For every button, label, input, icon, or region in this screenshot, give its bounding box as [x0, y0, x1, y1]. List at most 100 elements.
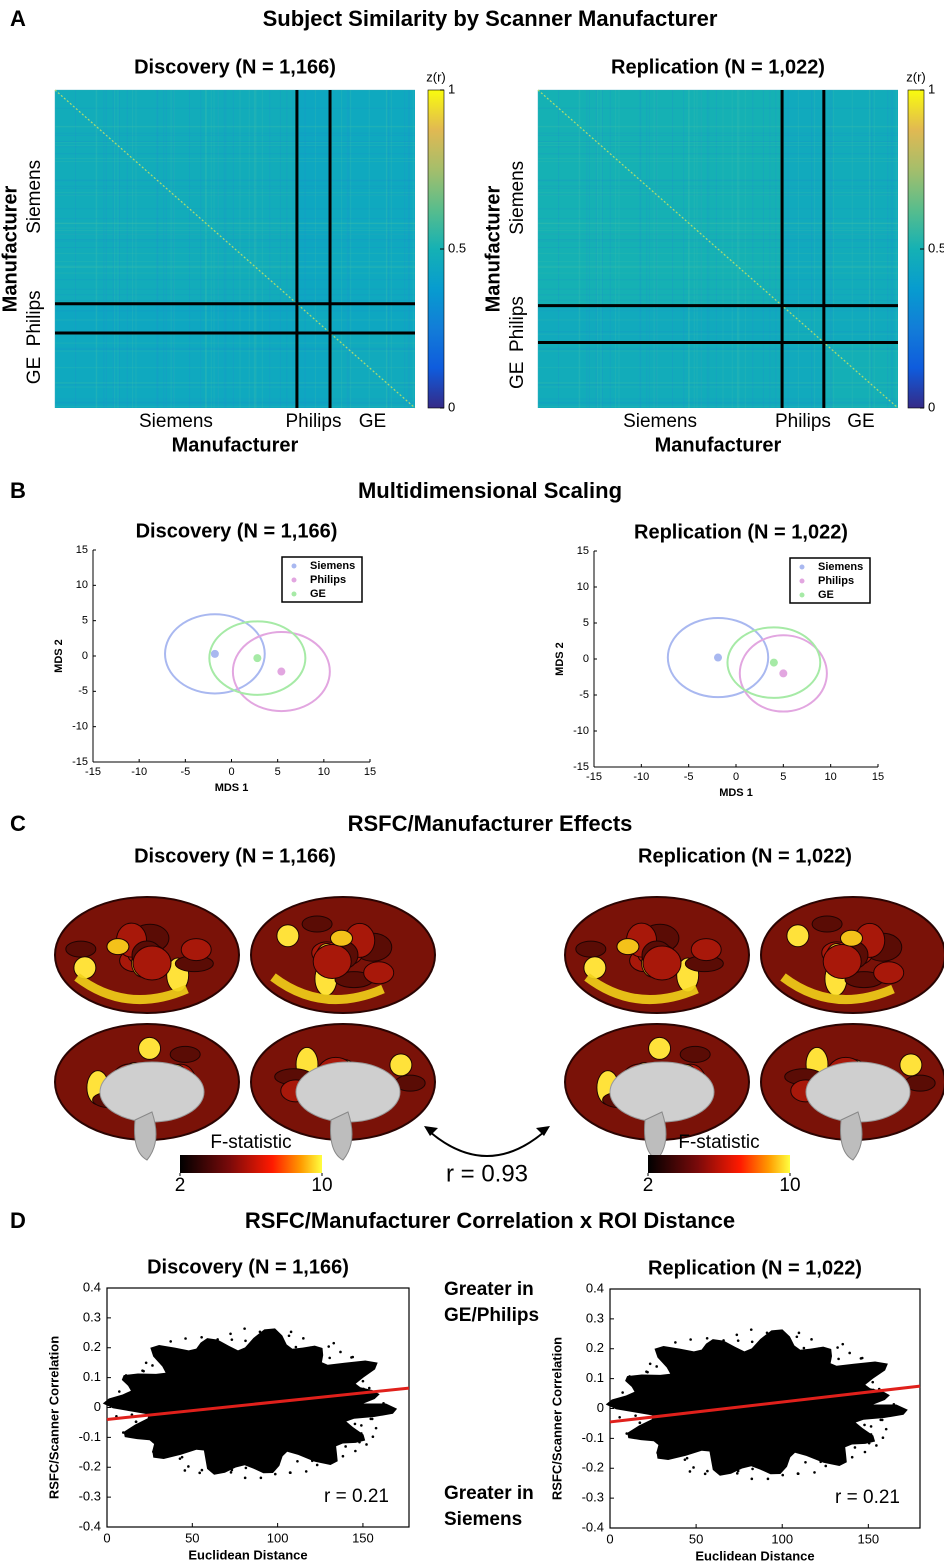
brainstem	[134, 1111, 157, 1161]
brain-parcel	[575, 940, 607, 958]
colorbar-label: z(r)	[906, 69, 926, 84]
y-tick-label: -10	[72, 721, 88, 733]
outlier-dot	[649, 1427, 653, 1430]
x-tick-label: 5	[275, 766, 281, 778]
outlier-dot	[152, 1450, 155, 1454]
outlier-dot	[641, 1392, 645, 1396]
outlier-dot	[628, 1375, 631, 1378]
temporal-lobe	[270, 973, 385, 1005]
outlier-dot	[709, 1342, 712, 1345]
outlier-dot	[835, 1458, 839, 1462]
outlier-dot	[837, 1357, 840, 1361]
legend-marker	[799, 578, 805, 584]
heatmap-block	[538, 342, 783, 408]
brain-parcel	[312, 943, 352, 979]
legend-label: GE	[310, 588, 326, 600]
outlier-dot	[187, 1465, 190, 1468]
panel-title: RSFC/Manufacturer Effects	[348, 811, 633, 836]
x-axis-label: MDS 1	[215, 782, 249, 794]
colorbar-tick-label: 0.5	[928, 240, 944, 255]
outlier-dot	[152, 1440, 155, 1443]
centroid	[769, 658, 778, 667]
outlier-dot	[722, 1468, 726, 1471]
x-tick-label: 10	[825, 771, 837, 783]
outlier-dot	[257, 1342, 260, 1346]
outlier-dot	[689, 1338, 692, 1341]
outlier-dot	[302, 1337, 305, 1340]
y-tick-label: 5	[82, 615, 88, 627]
outlier-dot	[373, 1394, 376, 1397]
outlier-dot	[859, 1357, 863, 1360]
brain-parcel	[132, 945, 172, 981]
heatmap-block	[538, 305, 783, 343]
brain-parcel	[811, 915, 843, 933]
outlier-dot	[217, 1464, 221, 1468]
outlier-dot	[355, 1373, 359, 1376]
centroid	[253, 654, 262, 663]
outlier-dot	[374, 1426, 378, 1430]
panel-letter: B	[10, 478, 26, 503]
outlier-dot	[365, 1443, 368, 1446]
heatmap-block	[296, 90, 331, 304]
y-category-label: Philips	[24, 290, 45, 346]
outlier-dot	[779, 1336, 783, 1340]
heatmap-block	[823, 305, 898, 343]
side-label: Siemens	[444, 1509, 522, 1530]
outlier-dot	[751, 1467, 754, 1471]
y-tick-label: -0.4	[582, 1519, 604, 1534]
outlier-dot	[124, 1374, 128, 1377]
brain-parcel	[642, 945, 682, 981]
outlier-dot	[777, 1462, 780, 1465]
outlier-dot	[621, 1391, 624, 1394]
brain-parcel	[73, 956, 97, 980]
colorbar-tick-label: 1	[448, 81, 455, 96]
outlier-dot	[229, 1471, 233, 1474]
arrowhead	[536, 1126, 550, 1136]
colorbar-label: F-statistic	[678, 1132, 759, 1153]
outlier-dot	[856, 1376, 860, 1379]
legend-label: Siemens	[818, 561, 863, 573]
chart-title: Replication (N = 1,022)	[634, 521, 848, 543]
y-tick-label: 0.3	[586, 1310, 604, 1325]
outlier-dot	[338, 1370, 342, 1373]
y-tick-label: 0.3	[83, 1309, 101, 1324]
outlier-dot	[683, 1458, 687, 1461]
outlier-dot	[133, 1391, 137, 1395]
chart-title: Discovery (N = 1,166)	[134, 56, 336, 78]
brain-parcel	[138, 1036, 162, 1060]
outlier-dot	[832, 1445, 835, 1449]
outlier-dot	[244, 1339, 247, 1343]
outlier-dot	[145, 1426, 148, 1429]
panel-title: RSFC/Manufacturer Correlation x ROI Dist…	[245, 1208, 735, 1233]
outlier-dot	[824, 1464, 828, 1468]
colorbar-tick-label: 0.5	[448, 240, 466, 255]
x-category-label: Siemens	[623, 411, 697, 432]
ellipse	[738, 634, 828, 713]
outlier-dot	[169, 1340, 172, 1343]
outlier-dot	[366, 1409, 370, 1413]
y-tick-label: 0	[583, 653, 589, 665]
brainstem	[644, 1111, 667, 1161]
outlier-dot	[884, 1427, 888, 1431]
outlier-dot	[216, 1467, 220, 1470]
outlier-dot	[341, 1454, 345, 1458]
chart-title: Discovery (N = 1,166)	[134, 845, 336, 867]
chart-title: Discovery (N = 1,166)	[147, 1256, 349, 1278]
y-tick-label: -0.2	[582, 1460, 604, 1475]
outlier-dot	[178, 1457, 182, 1460]
outlier-dot	[702, 1350, 705, 1354]
outlier-dot	[258, 1330, 262, 1334]
outlier-dot	[339, 1350, 342, 1354]
x-tick-label: 50	[689, 1531, 703, 1546]
outlier-dot	[353, 1422, 357, 1426]
heatmap-block	[55, 303, 297, 333]
outlier-dot	[830, 1455, 834, 1459]
outlier-dot	[133, 1398, 137, 1402]
outlier-dot	[865, 1403, 868, 1406]
outlier-dot	[763, 1341, 767, 1345]
outlier-dot	[356, 1363, 359, 1367]
outlier-dot	[749, 1328, 753, 1331]
outlier-dot	[230, 1468, 234, 1472]
outlier-dot	[865, 1364, 869, 1368]
x-tick-label: 100	[267, 1530, 289, 1545]
